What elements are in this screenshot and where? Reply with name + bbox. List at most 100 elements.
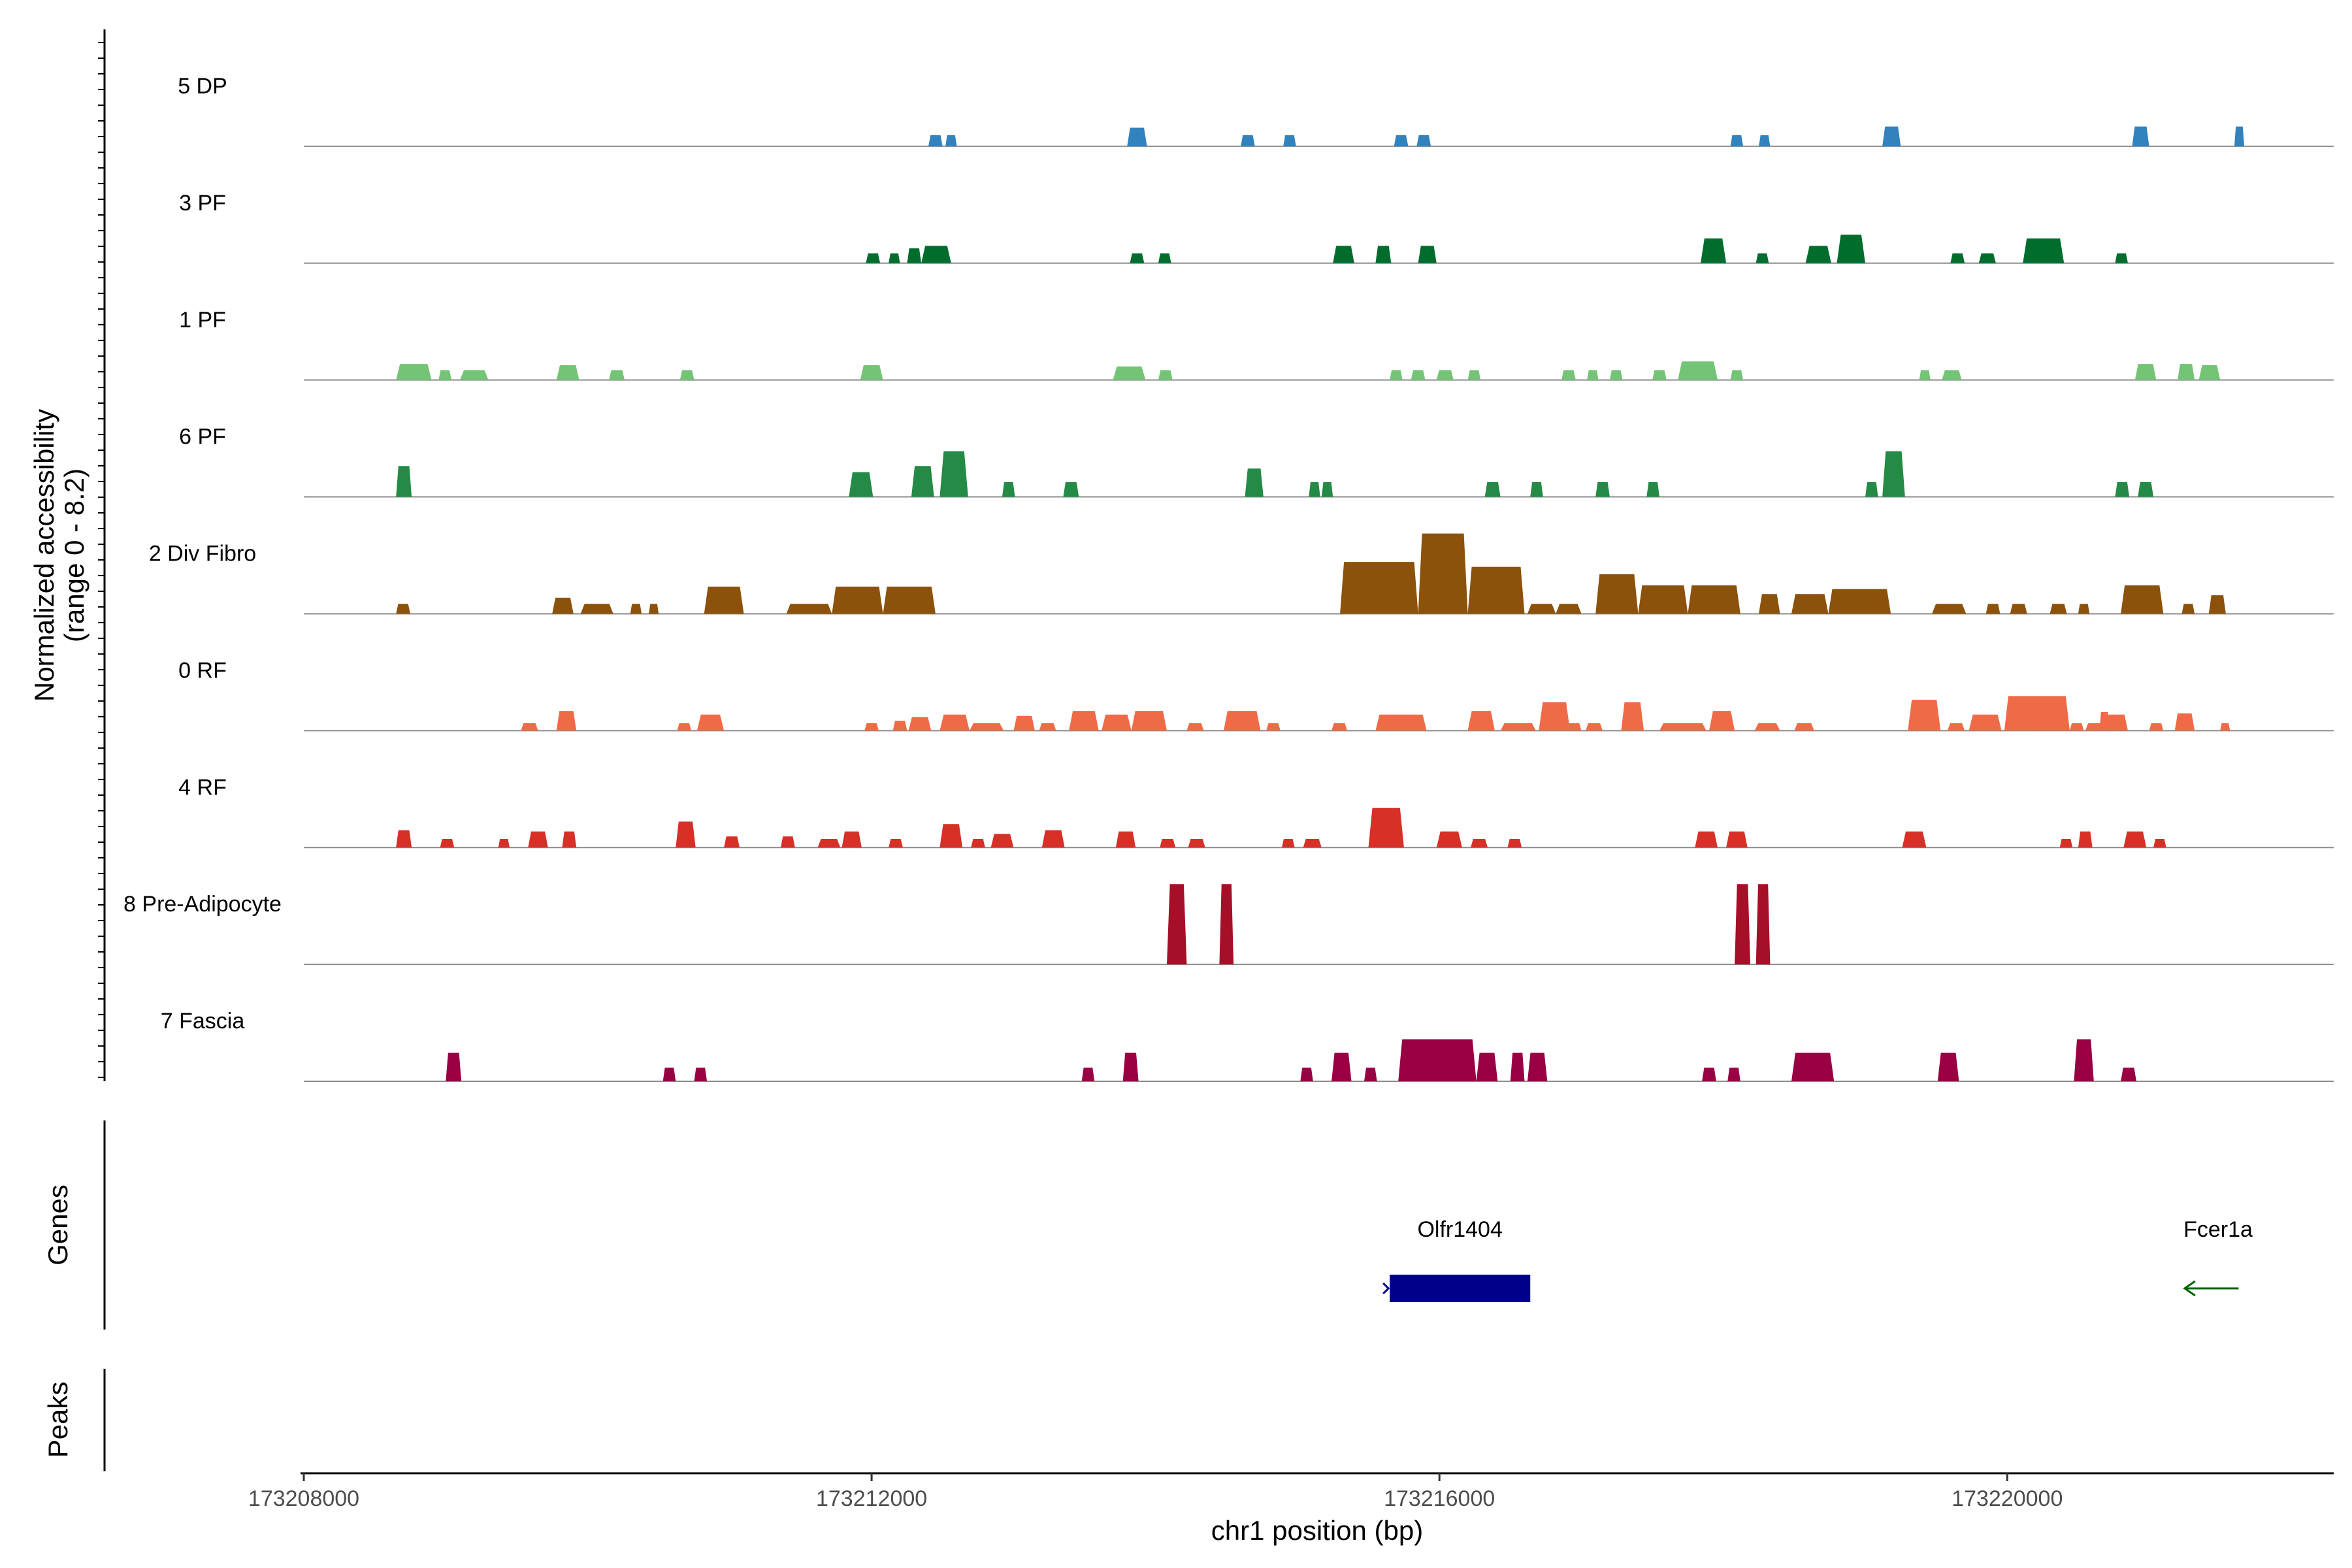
coverage-peak [1791, 1053, 1835, 1081]
coverage-peak [1394, 135, 1409, 146]
coverage-peak [694, 1068, 708, 1081]
coverage-peak [724, 836, 740, 848]
coverage-peak [1695, 831, 1718, 848]
coverage-peak [1950, 253, 1965, 263]
coverage-peak [1539, 702, 1571, 731]
coverage-peak [1882, 126, 1901, 146]
coverage-peak [1467, 711, 1495, 731]
coverage-peak [1652, 370, 1667, 380]
strand-arrow-icon [1382, 1282, 1390, 1295]
coverage-peak [1638, 585, 1688, 614]
coverage-peak [1303, 839, 1322, 848]
peaks-track-label: Peaks [42, 1382, 73, 1458]
strand-arrow-icon [2183, 1280, 2196, 1297]
coverage-peak [864, 723, 879, 731]
coverage-peak [1002, 482, 1015, 497]
coverage-peak [2123, 831, 2147, 848]
coverage-peak [460, 370, 489, 380]
coverage-peak [1063, 482, 1079, 497]
coverage-peak [2178, 364, 2195, 380]
y-axis-title-line2: (range 0 - 8.2) [59, 468, 90, 642]
track-1: 3 PF [179, 191, 2334, 264]
coverage-peak [1041, 830, 1065, 848]
coverage-peak [1188, 839, 1205, 848]
genes-track: Olfr1404 Fcer1a [1382, 1217, 2253, 1302]
coverage-peak [556, 711, 577, 731]
coverage-peak [1727, 1068, 1740, 1081]
gene-label: Fcer1a [2183, 1217, 2253, 1242]
coverage-peak [1678, 361, 1718, 380]
coverage-peak [1985, 604, 2001, 614]
coverage-peak [1398, 1039, 1477, 1081]
coverage-peak [2023, 238, 2065, 263]
coverage-peak [1500, 723, 1536, 731]
genes-track-label: Genes [42, 1184, 73, 1266]
coverage-peak [2121, 585, 2164, 614]
coverage-peak [1730, 370, 1744, 380]
coverage-peak [1908, 700, 1941, 731]
coverage-peak [1730, 135, 1744, 146]
coverage-peak [892, 721, 907, 731]
coverage-peak [1364, 1068, 1377, 1081]
x-tick-label: 173216000 [1384, 1486, 1495, 1511]
coverage-peak [1507, 839, 1522, 848]
coverage-peak [2078, 831, 2093, 848]
coverage-peak [1333, 246, 1354, 263]
coverage-peak [1902, 831, 1927, 848]
coverage-peak [2115, 482, 2130, 497]
track-label: 8 Pre-Adipocyte [123, 892, 282, 917]
coverage-peak [1882, 451, 1905, 497]
coverage-peak [562, 831, 577, 848]
coverage-peak [1300, 1068, 1313, 1081]
coverage-peak [580, 604, 613, 614]
coverage-peak [2234, 126, 2245, 146]
coverage-peak [1595, 482, 1610, 497]
coverage-peak [1375, 714, 1427, 731]
coverage-peak [2059, 839, 2073, 848]
coverage-peak [939, 714, 970, 731]
coverage-peak [1587, 370, 1599, 380]
coverage-peak [1131, 711, 1167, 731]
coverage-peak [1759, 135, 1771, 146]
coverage-peak [696, 714, 725, 731]
coverage-peak [1102, 714, 1132, 731]
coverage-peak [908, 717, 932, 731]
coverage-peak [1791, 594, 1829, 614]
coverage-peak [1411, 370, 1426, 380]
coverage-peak [1937, 1053, 1959, 1081]
coverage-peak [889, 839, 903, 848]
gene-exon [1390, 1275, 1531, 1302]
track-6: 4 RF [178, 775, 2334, 849]
coverage-peak [907, 248, 922, 263]
coverage-peak [1805, 246, 1831, 263]
coverage-peak [1484, 482, 1501, 497]
coverage-peak [786, 604, 832, 614]
coverage-peak [1039, 723, 1056, 731]
coverage-peak [446, 1053, 462, 1081]
coverage-peak [883, 586, 936, 614]
coverage-peak [2085, 723, 2104, 731]
coverage-peak [1375, 246, 1392, 263]
coverage-peak [396, 604, 410, 614]
coverage-peak [1948, 723, 1965, 731]
coverage-peak [970, 723, 1004, 731]
coverage-peak [1510, 1053, 1525, 1081]
coverage-peak [2132, 126, 2149, 146]
coverage-peak [1530, 482, 1543, 497]
coverage-peak [2220, 723, 2230, 731]
coverage-peak [860, 365, 883, 380]
coverage-peak [849, 472, 874, 497]
coverage-peak [677, 723, 692, 731]
coverage-peak [1476, 1053, 1498, 1081]
coverage-peak [679, 370, 694, 380]
coverage-peak [1069, 711, 1099, 731]
coverage-peak [939, 824, 963, 848]
y-axis-ticks [98, 42, 105, 1078]
coverage-peak [1794, 723, 1814, 731]
coverage-peak [921, 246, 951, 263]
coverage-peak [2198, 365, 2221, 380]
coverage-peak [662, 1068, 676, 1081]
coverage-peak [1527, 1053, 1548, 1081]
coverage-peak [1219, 884, 1234, 965]
coverage-peak [1621, 702, 1644, 731]
